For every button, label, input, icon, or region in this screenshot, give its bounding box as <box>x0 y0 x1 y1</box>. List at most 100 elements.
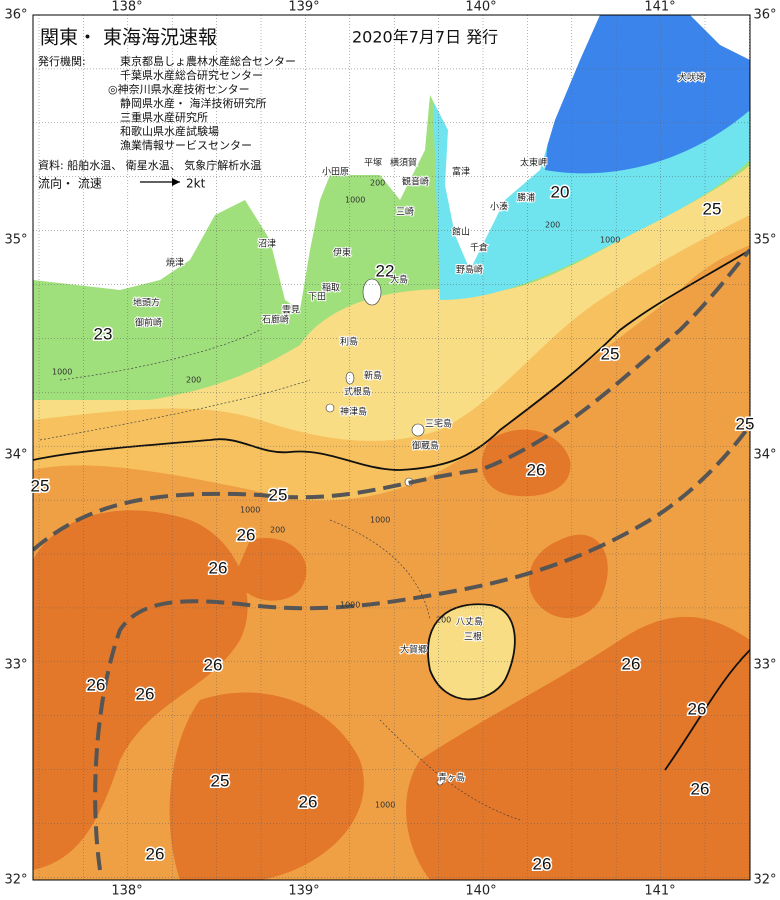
latitude-label: 36° <box>4 8 27 23</box>
depth-label: 1000 <box>600 236 620 245</box>
latitude-label: 35° <box>4 233 27 248</box>
depth-label: 200 <box>270 526 285 535</box>
graticule <box>33 15 750 880</box>
isotherm-label: 26 <box>527 460 546 479</box>
place-name: 野島崎 <box>456 264 483 276</box>
latitude-label: 35° <box>753 233 776 248</box>
place-name: 雲見 <box>282 305 300 316</box>
legend-speed: 2kt <box>186 177 206 191</box>
latitude-label: 33° <box>753 658 776 673</box>
issuer: 静岡県水産・ 海洋技術研究所 <box>120 96 267 110</box>
place-name: 太東岬 <box>520 157 547 169</box>
place-name: 観音崎 <box>402 176 429 188</box>
isotherm-label: 20 <box>551 182 570 201</box>
issue-date: 2020年7月7日 発行 <box>352 28 498 47</box>
place-name: 神津島 <box>340 406 367 418</box>
longitude-label: 139° <box>288 0 319 15</box>
issuer: 漁業情報サービスセンター <box>120 138 252 152</box>
depth-label: 1000 <box>240 506 260 515</box>
issuer: ◎神奈川県水産技術センター <box>108 82 250 96</box>
isotherm-label: 26 <box>688 699 707 718</box>
depth-label: 1000 <box>340 601 360 610</box>
place-name: 稲取 <box>322 282 340 294</box>
issuer: 和歌山県水産試験場 <box>120 124 219 138</box>
place-name: 焼津 <box>166 258 184 269</box>
warm-patches <box>33 429 750 880</box>
sources: 資料: 船舶水温、 衛星水温、 気象庁解析水温 <box>38 158 261 172</box>
isotherm-label: 25 <box>31 476 50 495</box>
temperature-field <box>33 15 750 880</box>
header: 関東・ 東海海況速報 2020年7月7日 発行 発行機関: 東京都島しょ農林水産… <box>38 27 498 191</box>
isotherm-label: 26 <box>299 792 318 811</box>
legend-label: 流向・ 流速 <box>38 176 102 191</box>
place-name: 石廊崎 <box>262 314 289 326</box>
latitude-label: 34° <box>4 448 27 463</box>
isotherm-label: 26 <box>204 655 223 674</box>
depth-label: 1000 <box>375 801 395 810</box>
latitude-label: 32° <box>4 873 27 888</box>
place-name: 小湊 <box>490 201 508 213</box>
longitude-label: 138° <box>111 884 142 899</box>
place-name: 平塚 <box>364 158 382 169</box>
longitude-label: 141° <box>644 0 675 15</box>
latitude-label: 32° <box>753 873 776 888</box>
isotherm-label: 22 <box>376 261 395 280</box>
place-name: 伊東 <box>333 247 351 259</box>
latitude-label: 34° <box>753 448 776 463</box>
place-name: 小田原 <box>322 167 349 178</box>
longitude-label: 138° <box>111 0 142 15</box>
isotherm-label: 26 <box>622 654 641 673</box>
latitude-label: 36° <box>753 8 776 23</box>
place-name: 沼津 <box>258 239 276 250</box>
depth-label: 200 <box>545 221 560 230</box>
isotherm-label: 26 <box>533 854 552 873</box>
isotherm-label: 26 <box>87 675 106 694</box>
place-name: 勝浦 <box>517 192 535 204</box>
isotherm-label: 25 <box>703 199 722 218</box>
isotherm-label: 26 <box>237 525 256 544</box>
issuer-label: 発行機関: <box>38 54 86 68</box>
depth-label: 200 <box>370 179 385 188</box>
longitude-label: 139° <box>288 884 319 899</box>
isotherm-label: 25 <box>211 771 230 790</box>
place-name: 館山 <box>452 226 470 238</box>
place-name: 三崎 <box>396 206 414 218</box>
place-name: 式根島 <box>344 386 371 398</box>
place-name: 青ヶ島 <box>438 772 465 784</box>
depth-label: 1000 <box>52 368 72 377</box>
issuer: 千葉県水産総合研究センター <box>120 68 263 82</box>
place-name: 御蔵島 <box>412 440 439 452</box>
place-name: 新島 <box>364 370 382 382</box>
place-name: 地頭方 <box>133 297 160 309</box>
place-name: 利島 <box>340 336 358 348</box>
place-name: 三根 <box>464 631 482 643</box>
isotherm-label: 23 <box>94 324 113 343</box>
title: 関東・ 東海海況速報 <box>40 27 217 49</box>
place-name: 千倉 <box>470 242 488 254</box>
longitude-label: 141° <box>644 884 675 899</box>
longitude-label: 140° <box>465 884 496 899</box>
place-name: 三宅島 <box>425 418 452 430</box>
latitude-label: 33° <box>4 658 27 673</box>
depth-label: 1000 <box>345 196 365 205</box>
issuer: 三重県水産研究所 <box>120 110 208 124</box>
isotherm-label: 26 <box>691 779 710 798</box>
place-name: 犬吠埼 <box>678 72 705 84</box>
depth-label: 200 <box>436 616 451 625</box>
longitude-label: 140° <box>465 0 496 15</box>
place-name: 横須賀 <box>390 157 417 169</box>
place-name: 八丈島 <box>456 616 483 628</box>
place-name: 下田 <box>308 292 326 303</box>
isotherm-label: 25 <box>269 485 288 504</box>
place-name: 御前崎 <box>135 317 162 329</box>
isotherm-label: 26 <box>136 684 155 703</box>
isotherm-label: 25 <box>736 414 755 433</box>
isotherm-label: 26 <box>146 844 165 863</box>
place-name: 富津 <box>452 166 470 178</box>
issuer: 東京都島しょ農林水産総合センター <box>120 54 296 68</box>
place-name: 大島 <box>390 274 408 286</box>
isotherm-label: 25 <box>601 344 620 363</box>
depth-label: 1000 <box>370 516 390 525</box>
isotherm-label: 26 <box>209 558 228 577</box>
